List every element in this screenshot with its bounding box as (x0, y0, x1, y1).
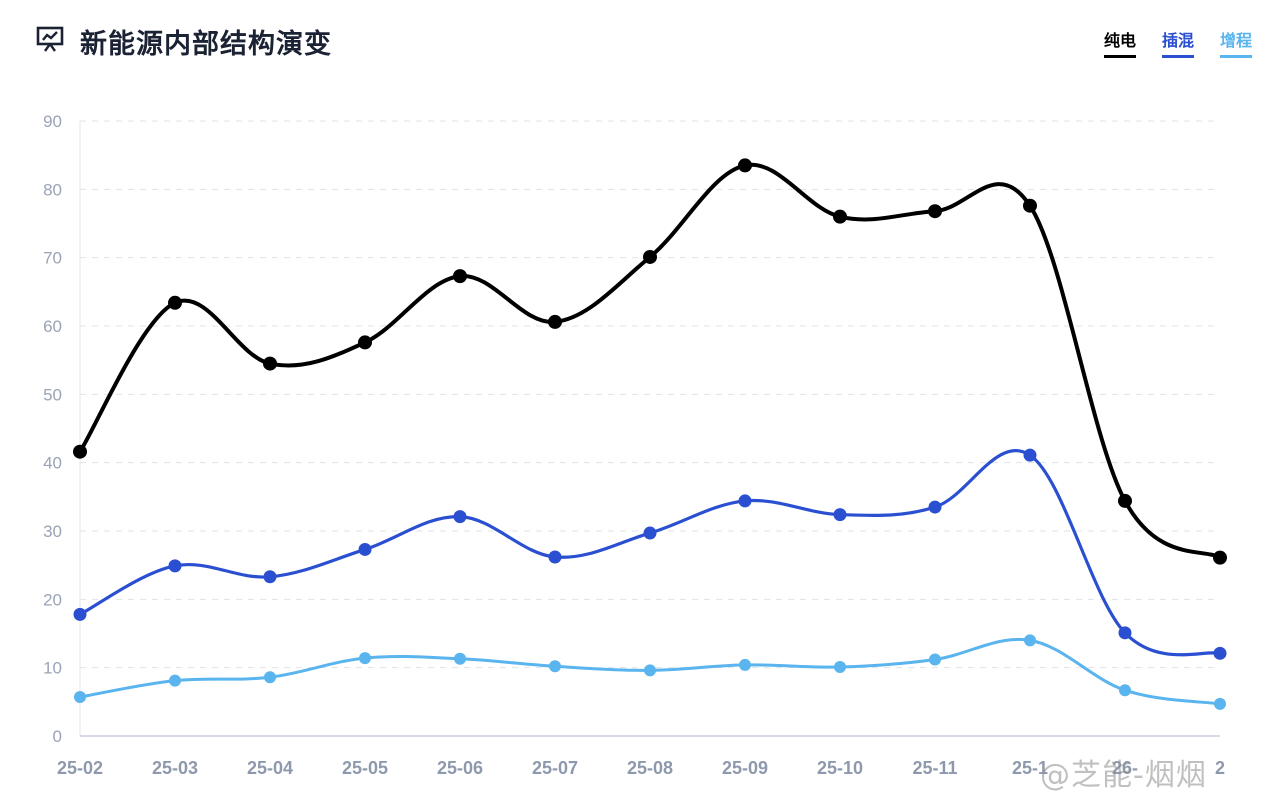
data-point-bev (73, 444, 87, 459)
data-point-phev (833, 508, 847, 522)
legend: 纯电 插混 增程 (1103, 27, 1252, 58)
y-tick-label: 10 (43, 659, 62, 678)
data-point-erev (1024, 634, 1036, 647)
watermark: @芝能-烟烟 (1040, 758, 1207, 793)
data-point-bev (453, 269, 467, 284)
y-tick-label: 70 (43, 249, 62, 268)
y-tick-label: 30 (43, 522, 62, 541)
legend-item-phev[interactable]: 插混 (1161, 27, 1194, 58)
presentation-chart-icon (36, 26, 64, 52)
series-line-bev (78, 162, 1222, 560)
x-tick-label: 25-08 (627, 758, 673, 778)
data-point-erev (1119, 684, 1131, 697)
legend-item-bev[interactable]: 纯电 (1103, 27, 1136, 58)
x-tick-label: 25-07 (532, 758, 578, 778)
data-point-phev (643, 526, 657, 540)
x-tick-label: 25-10 (817, 758, 863, 778)
x-tick-label: 25-06 (437, 758, 483, 778)
y-tick-label: 90 (43, 112, 62, 131)
y-tick-label: 80 (43, 180, 62, 199)
data-point-phev (168, 559, 182, 573)
data-point-bev (833, 209, 847, 224)
x-tick-label: 25-1 (1012, 758, 1048, 778)
data-point-phev (453, 510, 467, 524)
data-point-phev (548, 550, 562, 564)
x-tick-label: 25-02 (57, 758, 103, 778)
data-point-bev (1118, 493, 1132, 508)
data-point-erev (834, 660, 846, 673)
data-point-phev (1118, 626, 1132, 640)
data-point-phev (738, 494, 752, 508)
data-point-bev (643, 249, 657, 264)
x-tick-label: 25-04 (247, 758, 293, 778)
x-tick-label: 25-11 (912, 758, 957, 778)
data-point-bev (928, 204, 942, 219)
data-point-erev (549, 660, 561, 673)
data-point-phev (73, 607, 87, 621)
x-tick-label: 25-09 (722, 758, 768, 778)
chart-title: 新能源内部结构演变 (80, 29, 332, 60)
data-point-bev (168, 295, 182, 310)
data-point-erev (929, 653, 941, 666)
data-point-bev (263, 356, 277, 371)
data-point-phev (358, 542, 372, 556)
data-point-bev (358, 335, 372, 350)
data-point-erev (169, 674, 181, 687)
data-point-erev (1214, 697, 1226, 710)
data-point-erev (359, 652, 371, 665)
x-tick-label: 26- (1112, 758, 1138, 778)
x-tick-label: 25-03 (152, 758, 198, 778)
data-point-erev (739, 658, 751, 671)
y-tick-label: 20 (43, 590, 62, 609)
data-point-phev (1023, 448, 1037, 462)
y-tick-label: 0 (53, 727, 62, 746)
data-point-bev (1213, 550, 1227, 565)
x-tick-label: 25-05 (342, 758, 388, 778)
data-point-erev (74, 691, 86, 704)
data-point-erev (454, 652, 466, 665)
data-point-bev (1023, 198, 1037, 213)
data-point-bev (548, 314, 562, 329)
y-tick-label: 50 (43, 385, 62, 404)
data-point-phev (928, 500, 942, 514)
data-point-phev (1213, 646, 1227, 660)
data-point-erev (264, 671, 276, 684)
y-tick-label: 40 (43, 454, 62, 473)
data-point-bev (738, 158, 752, 173)
series-line-phev (79, 448, 1221, 657)
data-point-phev (263, 570, 277, 584)
data-point-erev (644, 664, 656, 677)
y-tick-label: 60 (43, 317, 62, 336)
x-tick-label: 2 (1215, 758, 1225, 778)
legend-item-erev[interactable]: 增程 (1219, 27, 1252, 58)
